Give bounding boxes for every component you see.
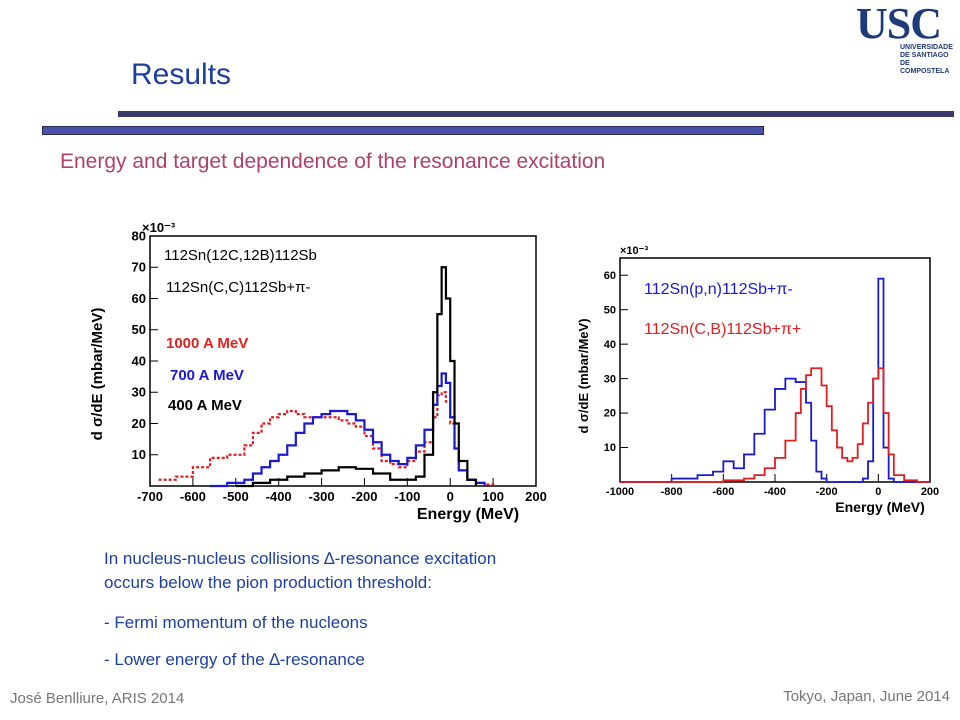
y-tick-label: 60 xyxy=(604,270,616,282)
bullet-fermi: - Fermi momentum of the nucleons xyxy=(104,613,368,632)
legend-pn: 112Sn(p,n)112Sb+π- xyxy=(644,281,793,298)
series-line-2 xyxy=(235,266,478,488)
logo-subtext: UNIVERSIDADE DE SANTIAGO DE COMPOSTELA xyxy=(900,44,953,75)
y-tick-label: 40 xyxy=(604,339,616,351)
body-paragraph: In nucleus-nucleus collisions ∆-resonanc… xyxy=(104,547,496,595)
y-tick-label: 70 xyxy=(132,260,146,275)
plot-frame xyxy=(149,235,537,487)
y-tick-label: 30 xyxy=(604,373,616,385)
x-tick-label: 100 xyxy=(482,489,504,504)
y-tick-label: 80 xyxy=(132,228,146,243)
legend-cb: 112Sn(C,B)112Sb+π+ xyxy=(644,321,801,338)
body-line-1: In nucleus-nucleus collisions ∆-resonanc… xyxy=(104,549,497,568)
x-tick-label: -1000 xyxy=(606,486,634,498)
x-tick-label: 0 xyxy=(875,486,881,498)
page-title: Results xyxy=(131,58,232,91)
header-divider-light xyxy=(42,126,764,135)
x-tick-label: -800 xyxy=(661,486,683,498)
y-multiplier-label: ×10⁻³ xyxy=(620,245,648,257)
bullet-delta: - Lower energy of the ∆-resonance xyxy=(104,650,365,669)
x-tick-label: -300 xyxy=(309,489,335,504)
x-tick-label: 200 xyxy=(921,486,939,498)
reaction-label-2: 112Sn(C,C)112Sb+π- xyxy=(166,279,310,296)
logo-text: USC xyxy=(856,0,942,48)
y-tick-label: 20 xyxy=(604,408,616,420)
legend-400: 400 A MeV xyxy=(168,397,242,414)
y-tick-label: 40 xyxy=(132,353,146,368)
y-tick-label: 50 xyxy=(604,304,616,316)
legend-1000: 1000 A MeV xyxy=(166,335,248,352)
chart-target-dependence: ×10⁻³ d σ/dE (mbar/MeV) Energy (MeV) 112… xyxy=(576,245,939,515)
y-tick-label: 10 xyxy=(604,442,616,454)
x-tick-label: -400 xyxy=(266,489,292,504)
x-tick-label: 200 xyxy=(525,489,547,504)
x-tick-label: 0 xyxy=(447,489,454,504)
x-axis-label: Energy (MeV) xyxy=(835,499,924,515)
y-tick-label: 10 xyxy=(132,447,146,462)
x-tick-label: -600 xyxy=(712,486,734,498)
x-axis-label: Energy (MeV) xyxy=(417,506,519,523)
series-line-1 xyxy=(210,372,486,488)
series-line-0 xyxy=(158,391,495,486)
footer-author: José Benlliure, ARIS 2014 xyxy=(10,690,185,707)
x-tick-label: -600 xyxy=(180,489,206,504)
x-tick-label: -700 xyxy=(137,489,163,504)
y-tick-label: 60 xyxy=(132,291,146,306)
x-tick-label: -500 xyxy=(223,489,249,504)
chart-energy-dependence: ×10⁻³ d σ/dE (mbar/MeV) Energy (MeV) 112… xyxy=(89,220,547,523)
page-subtitle: Energy and target dependence of the reso… xyxy=(60,150,606,173)
x-tick-label: -400 xyxy=(764,486,786,498)
legend-700: 700 A MeV xyxy=(170,367,244,384)
y-multiplier-label: ×10⁻³ xyxy=(142,220,176,235)
reaction-label-1: 112Sn(12C,12B)112Sb xyxy=(164,247,317,264)
usc-logo: USC UNIVERSIDADE DE SANTIAGO DE COMPOSTE… xyxy=(856,0,953,76)
y-tick-label: 50 xyxy=(132,322,146,337)
body-line-2: occurs below the pion production thresho… xyxy=(104,573,432,592)
x-tick-label: -200 xyxy=(351,489,377,504)
y-axis-label: d σ/dE (mbar/MeV) xyxy=(89,308,106,441)
x-tick-label: -200 xyxy=(816,486,838,498)
y-axis-label: d σ/dE (mbar/MeV) xyxy=(576,318,591,433)
footer-event: Tokyo, Japan, June 2014 xyxy=(783,688,950,705)
header-divider-dark xyxy=(118,111,954,117)
y-tick-label: 30 xyxy=(132,385,146,400)
series-line-1 xyxy=(620,367,930,483)
y-tick-label: 20 xyxy=(132,416,146,431)
x-tick-label: -100 xyxy=(394,489,420,504)
